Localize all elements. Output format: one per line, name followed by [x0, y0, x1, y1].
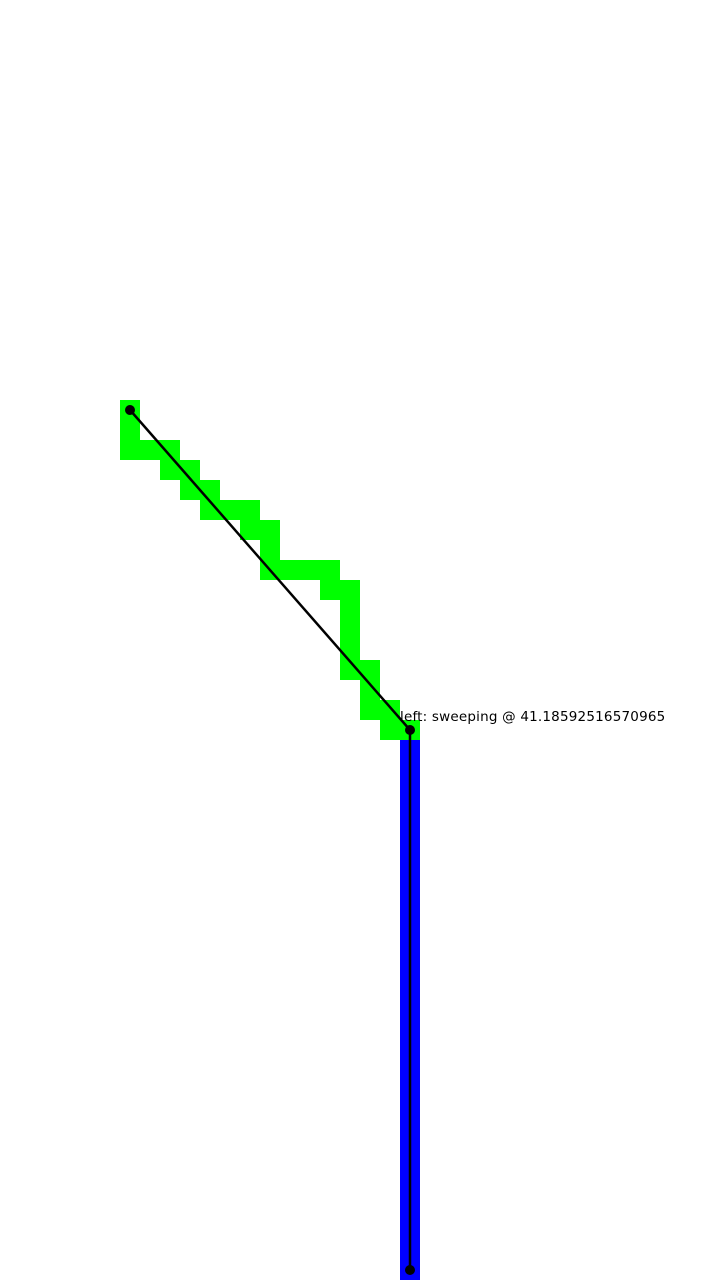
swept-cell	[260, 540, 280, 560]
swept-cells	[120, 400, 420, 740]
swept-cell	[160, 440, 180, 460]
swept-cell	[140, 440, 160, 460]
swept-cell	[120, 440, 140, 460]
swept-cell	[260, 520, 280, 540]
swept-cell	[240, 520, 260, 540]
swept-cell	[160, 460, 180, 480]
arm-tip-node	[125, 405, 135, 415]
swept-cell	[320, 560, 340, 580]
swept-cell	[340, 660, 360, 680]
base-node	[405, 1265, 415, 1275]
swept-cell	[200, 500, 220, 520]
swept-cell	[360, 680, 380, 700]
swept-cell	[180, 480, 200, 500]
swept-cell	[340, 620, 360, 640]
pivot-node	[405, 725, 415, 735]
swept-cell	[200, 480, 220, 500]
sweeping-arm-line	[129, 409, 411, 731]
status-label: left: sweeping @ 41.18592516570965	[400, 709, 665, 725]
swept-cell	[340, 600, 360, 620]
swept-cell	[360, 660, 380, 680]
swept-cell	[120, 420, 140, 440]
swept-cell	[340, 640, 360, 660]
swept-cell	[340, 580, 360, 600]
swept-cell	[220, 500, 240, 520]
swept-cell	[180, 460, 200, 480]
swept-cell	[360, 700, 380, 720]
swept-cell	[300, 560, 320, 580]
swept-cell	[240, 500, 260, 520]
swept-cell	[320, 580, 340, 600]
swept-cell	[280, 560, 300, 580]
swept-cell	[380, 700, 400, 720]
swept-cell	[380, 720, 400, 740]
